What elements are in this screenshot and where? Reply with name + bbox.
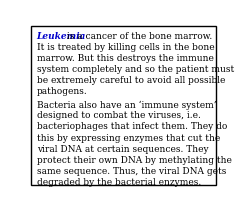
Text: system completely and so the patient must: system completely and so the patient mus…: [37, 65, 234, 74]
Text: is a cancer of the bone marrow.: is a cancer of the bone marrow.: [64, 32, 213, 41]
Text: designed to combat the viruses, i.e.: designed to combat the viruses, i.e.: [37, 111, 201, 120]
Text: this by expressing enzymes that cut the: this by expressing enzymes that cut the: [37, 134, 220, 143]
Text: marrow. But this destroys the immune: marrow. But this destroys the immune: [37, 54, 214, 63]
Text: viral DNA at certain sequences. They: viral DNA at certain sequences. They: [37, 145, 208, 154]
Text: It is treated by killing cells in the bone: It is treated by killing cells in the bo…: [37, 43, 214, 52]
Text: protect their own DNA by methylating the: protect their own DNA by methylating the: [37, 155, 232, 164]
Text: pathogens.: pathogens.: [37, 87, 87, 96]
Text: degraded by the bacterial enzymes.: degraded by the bacterial enzymes.: [37, 178, 201, 187]
Text: Bacteria also have an ‘immune system’: Bacteria also have an ‘immune system’: [37, 101, 216, 110]
Text: bacteriophages that infect them. They do: bacteriophages that infect them. They do: [37, 122, 227, 131]
Text: be extremely careful to avoid all possible: be extremely careful to avoid all possib…: [37, 76, 225, 85]
FancyBboxPatch shape: [31, 26, 216, 185]
Text: Leukemia: Leukemia: [37, 32, 86, 41]
Text: same sequence. Thus, the viral DNA gets: same sequence. Thus, the viral DNA gets: [37, 167, 226, 176]
